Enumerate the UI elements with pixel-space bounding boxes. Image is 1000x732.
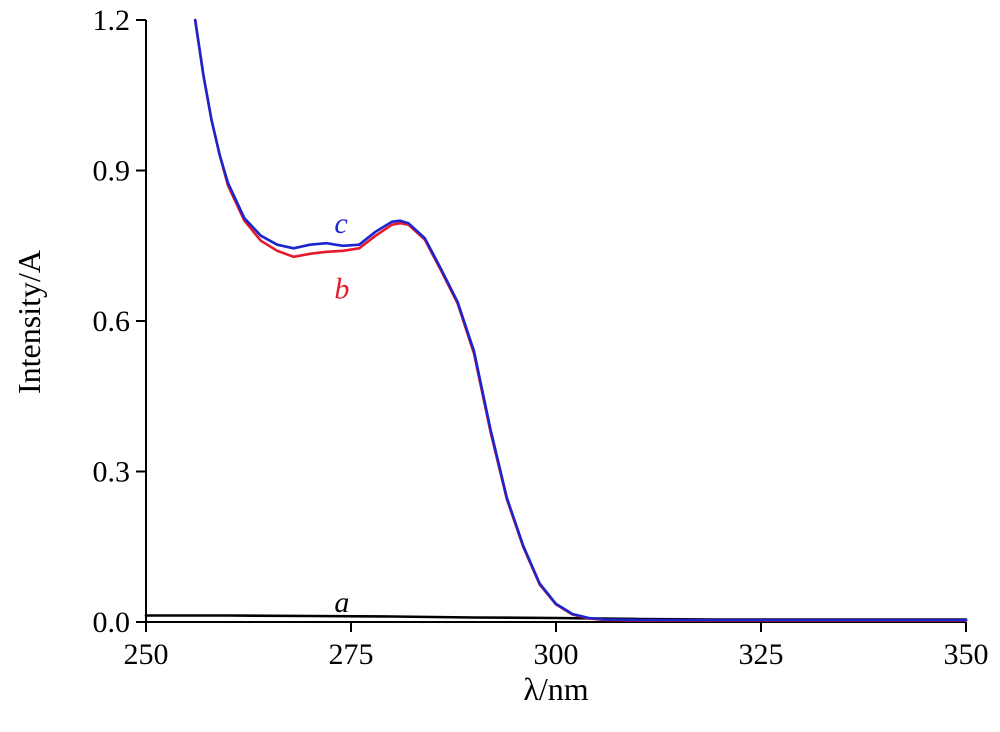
y-tick-label-0.3: 0.3 <box>93 456 131 489</box>
y-tick-label-0.9: 0.9 <box>93 155 131 188</box>
y-tick-label-1.2: 1.2 <box>93 4 131 37</box>
series-label-c: c <box>334 207 347 240</box>
series-label-b: b <box>334 272 349 305</box>
x-tick-label-250: 250 <box>124 638 169 671</box>
x-tick-label-325: 325 <box>739 638 784 671</box>
x-tick-label-300: 300 <box>534 638 579 671</box>
y-tick-label-0.6: 0.6 <box>93 305 131 338</box>
axes <box>145 20 966 623</box>
x-axis-title: λ/nm <box>523 671 588 707</box>
x-tick-label-275: 275 <box>329 638 374 671</box>
series-label-a: a <box>334 586 349 619</box>
y-axis-title: Intensity/A <box>11 250 47 394</box>
series-layer: a bc <box>144 18 968 622</box>
y-tick-label-0.0: 0.0 <box>93 606 131 639</box>
series-line-c <box>193 18 968 622</box>
x-tick-label-350: 350 <box>944 638 989 671</box>
ticks: 250 275 300 325 350 0.0 0.3 0.6 0.9 1.2 <box>93 4 989 671</box>
series-line-b <box>193 18 968 622</box>
